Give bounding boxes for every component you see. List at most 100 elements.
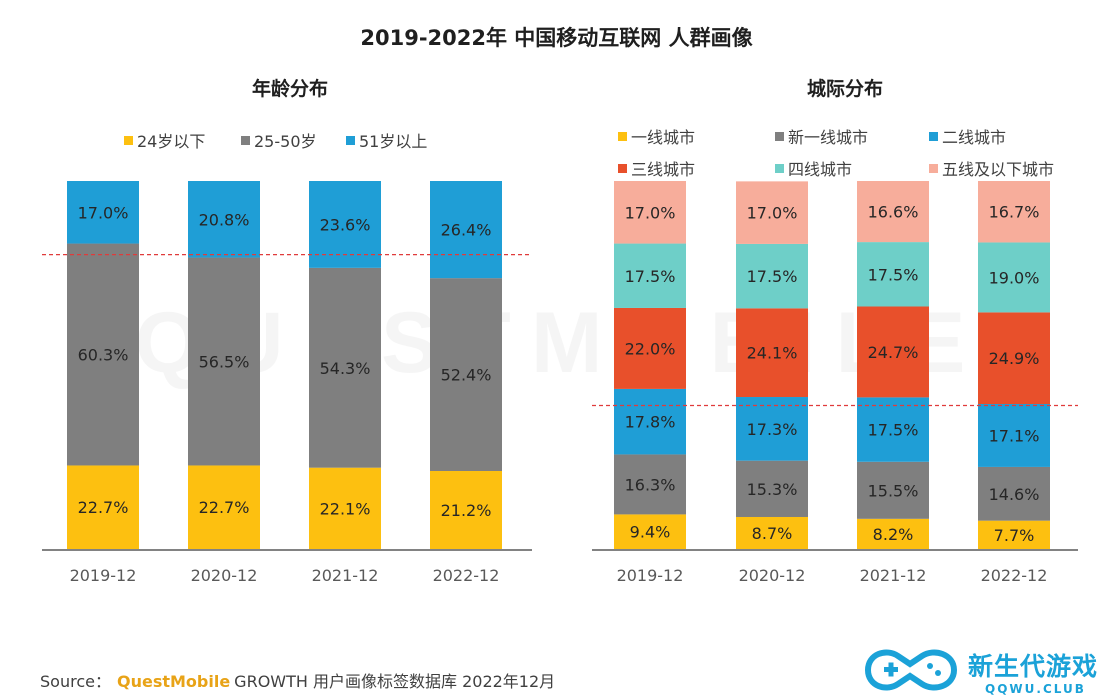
city-tick-label: 2021-12 xyxy=(860,566,927,585)
city-chart-title: 城际分布 xyxy=(806,78,883,100)
city-bar-segment xyxy=(857,242,929,307)
city-bar-segment xyxy=(857,397,929,462)
legend-swatch-25-50 xyxy=(241,135,250,145)
city-bar-segment xyxy=(857,181,929,243)
age-bar-segment xyxy=(67,465,139,549)
source-suffix: GROWTH 用户画像标签数据库 2022年12月 xyxy=(234,672,556,691)
legend-item-tier4: 四线城市 xyxy=(775,156,852,180)
city-bar-segment xyxy=(978,181,1050,243)
city-bar-segment xyxy=(736,460,808,517)
legend-swatch-tier1 xyxy=(618,131,627,141)
gamepad-logo-icon xyxy=(864,649,958,691)
legend-swatch-tier3 xyxy=(618,163,627,173)
city-bar-segment xyxy=(614,454,686,515)
city-bar-segment xyxy=(614,243,686,308)
age-data-label: 26.4% xyxy=(441,221,492,240)
city-data-label: 17.8% xyxy=(625,413,676,432)
city-tick-label: 2019-12 xyxy=(617,566,684,585)
city-data-label: 19.0% xyxy=(989,268,1040,287)
legend-swatch-under-24 xyxy=(124,135,133,145)
source-prefix: Source： xyxy=(40,672,111,691)
city-data-label: 16.6% xyxy=(868,203,919,222)
city-data-label: 8.7% xyxy=(752,524,793,543)
source-brand: QuestMobile xyxy=(116,672,231,691)
legend-item-tier1: 一线城市 xyxy=(618,124,695,148)
city-bar-segment xyxy=(978,520,1050,549)
city-bar-segment xyxy=(978,404,1050,467)
city-bar-segment xyxy=(857,306,929,398)
city-bar-segment xyxy=(978,242,1050,313)
legend-label: 25-50岁 xyxy=(254,132,317,151)
legend-item-over-51: 51岁以上 xyxy=(346,128,427,152)
legend-item-25-50: 25-50岁 xyxy=(241,128,317,152)
legend-label: 四线城市 xyxy=(788,160,853,179)
city-bar-segment xyxy=(614,181,686,244)
watermark-text: QUESTMOBILE xyxy=(135,295,986,391)
age-bar-segment xyxy=(188,465,260,549)
source-note: Source： QuestMobile GROWTH 用户画像标签数据库 2022年… xyxy=(40,668,555,692)
legend-item-under-24: 24岁以下 xyxy=(124,128,205,152)
legend-label: 五线及以下城市 xyxy=(942,160,1055,179)
city-bar-segment xyxy=(614,514,686,549)
legend-item-tier2: 二线城市 xyxy=(929,124,1006,148)
logo-text: 新生代游戏 xyxy=(968,652,1099,681)
city-data-label: 17.5% xyxy=(868,265,919,284)
age-tick-label: 2020-12 xyxy=(191,566,258,585)
age-bar-segment xyxy=(309,267,381,468)
age-tick-label: 2022-12 xyxy=(433,566,500,585)
age-data-label: 23.6% xyxy=(320,215,371,234)
city-data-label: 17.5% xyxy=(868,421,919,440)
city-data-label: 24.7% xyxy=(868,343,919,362)
city-data-label: 17.5% xyxy=(747,267,798,286)
age-bar-segment xyxy=(188,257,260,466)
city-bar-segment xyxy=(857,518,929,549)
city-bar-segment xyxy=(978,466,1050,521)
city-bar-segment xyxy=(614,388,686,455)
age-chart: 22.7% 60.3% 17.0% 2019-12 22.7% 56.5% 20.8% 202… xyxy=(42,181,532,585)
city-bar-segment xyxy=(857,461,929,519)
city-tick-label: 2022-12 xyxy=(981,566,1048,585)
legend-swatch-tier4 xyxy=(775,163,784,173)
city-bar-segment xyxy=(736,181,808,244)
city-bar-segment xyxy=(736,516,808,549)
age-bar-segment xyxy=(67,243,139,466)
age-data-label: 22.7% xyxy=(78,498,129,517)
age-data-label: 54.3% xyxy=(320,359,371,378)
city-data-label: 8.2% xyxy=(873,525,914,544)
city-tick-label: 2020-12 xyxy=(739,566,806,585)
age-data-label: 22.7% xyxy=(199,498,250,517)
city-bar-segment xyxy=(736,308,808,398)
legend-swatch-tier2 xyxy=(929,131,938,141)
city-data-label: 17.3% xyxy=(747,420,798,439)
age-chart-title: 年龄分布 xyxy=(251,78,328,100)
city-data-label: 15.5% xyxy=(868,481,919,500)
legend-label: 三线城市 xyxy=(631,160,696,179)
age-tick-label: 2021-12 xyxy=(312,566,379,585)
legend-label: 24岁以下 xyxy=(137,132,206,151)
age-data-label: 60.3% xyxy=(78,346,129,365)
legend-item-tier3: 三线城市 xyxy=(618,156,695,180)
city-bar-segment xyxy=(614,307,686,389)
age-data-label: 17.0% xyxy=(78,203,129,222)
legend-item-new-tier1: 新一线城市 xyxy=(775,124,868,148)
age-data-label: 21.2% xyxy=(441,501,492,520)
age-bar-segment xyxy=(309,467,381,549)
age-bar-segment xyxy=(430,470,502,549)
city-data-label: 17.1% xyxy=(989,426,1040,445)
legend-label: 二线城市 xyxy=(942,128,1007,147)
age-data-label: 22.1% xyxy=(320,499,371,518)
age-bar-segment xyxy=(309,181,381,268)
city-data-label: 7.7% xyxy=(994,526,1035,545)
age-data-label: 56.5% xyxy=(199,353,250,372)
age-bar-segment xyxy=(188,181,260,258)
main-title: 2019-2022年 中国移动互联网 人群画像 xyxy=(360,26,753,50)
city-data-label: 15.3% xyxy=(747,480,798,499)
city-data-label: 24.1% xyxy=(747,344,798,363)
city-data-label: 17.0% xyxy=(625,203,676,222)
city-bar-segment xyxy=(978,312,1050,405)
city-data-label: 16.3% xyxy=(625,475,676,494)
age-bar-segment xyxy=(67,181,139,244)
city-data-label: 9.4% xyxy=(630,523,671,542)
age-tick-label: 2019-12 xyxy=(70,566,137,585)
